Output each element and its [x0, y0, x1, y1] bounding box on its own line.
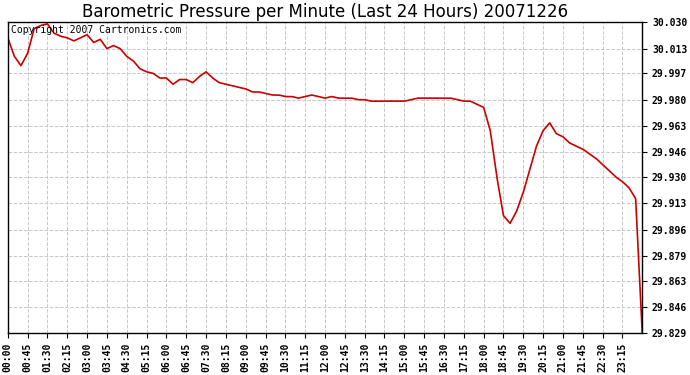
- Text: Copyright 2007 Cartronics.com: Copyright 2007 Cartronics.com: [11, 26, 181, 36]
- Title: Barometric Pressure per Minute (Last 24 Hours) 20071226: Barometric Pressure per Minute (Last 24 …: [82, 3, 568, 21]
